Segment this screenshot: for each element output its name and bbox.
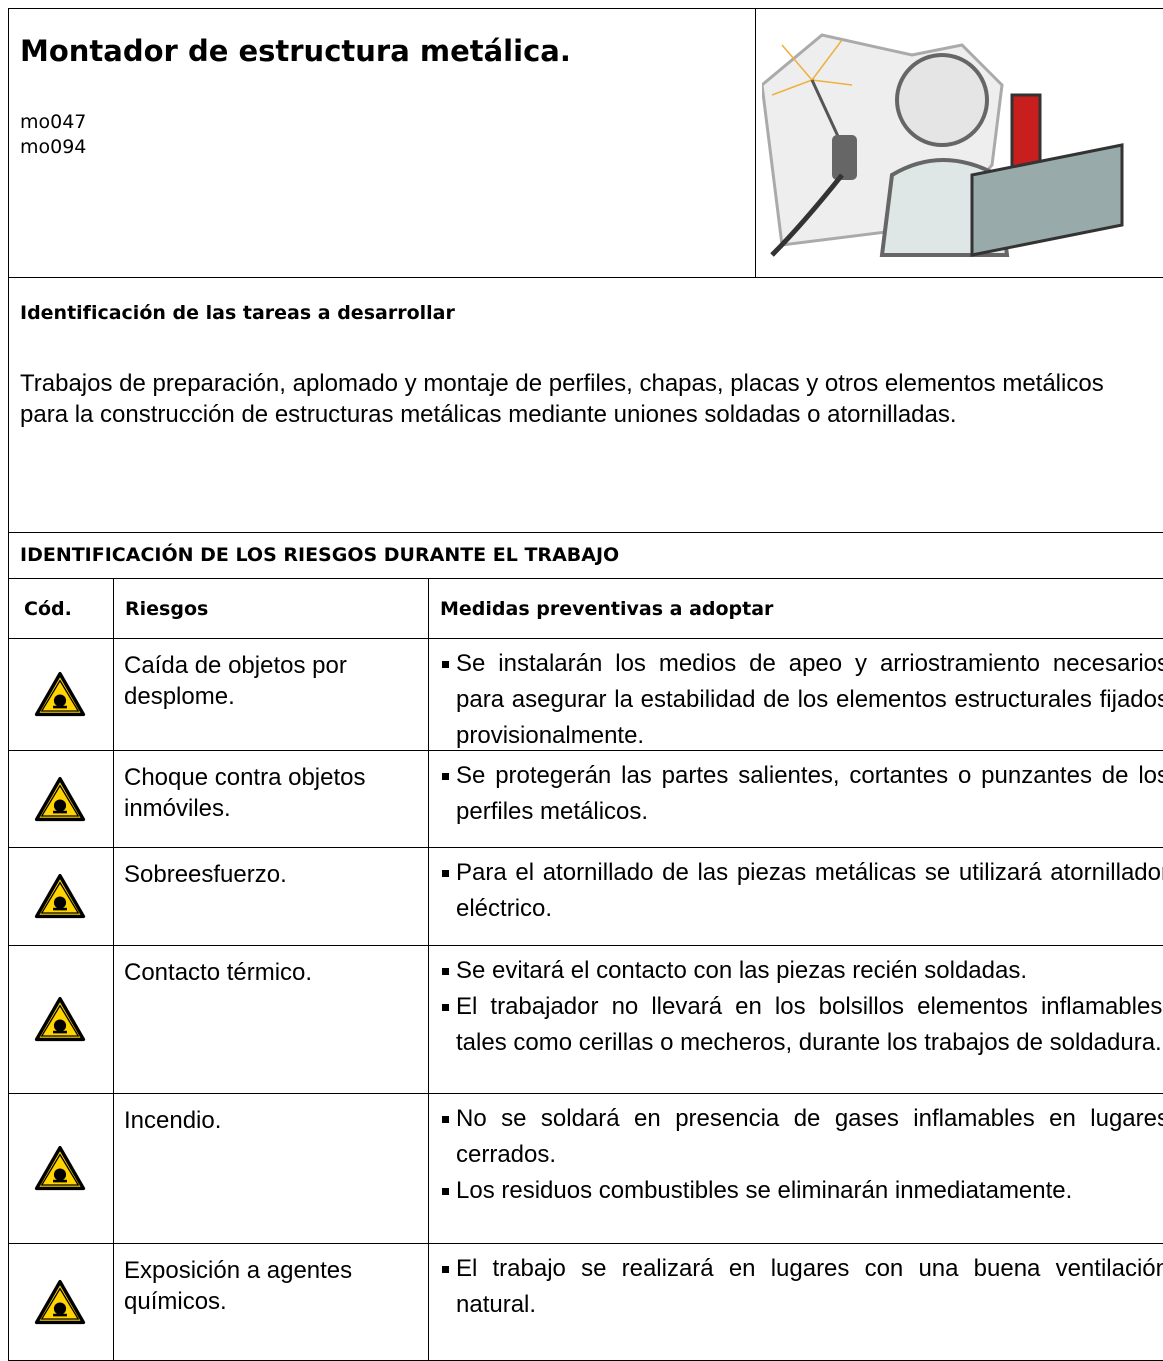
bullet — [442, 870, 449, 877]
measures: No se soldará en presencia de gases infl… — [434, 1101, 1163, 1209]
illustration — [762, 33, 1124, 257]
bullet — [442, 1266, 449, 1273]
bullet — [442, 1188, 449, 1195]
measures: Se protegerán las partes salientes, cort… — [434, 758, 1163, 830]
hazard-icon — [34, 1279, 86, 1326]
measure: Se instalarán los medios de apeo y arrio… — [434, 646, 1163, 754]
measure: Se evitará el contacto con las piezas re… — [434, 953, 1163, 989]
bullet — [442, 1004, 449, 1011]
code: mo094 — [20, 136, 87, 158]
measures: El trabajo se realizará en lugares con u… — [434, 1251, 1163, 1323]
measures: Se evitará el contacto con las piezas re… — [434, 953, 1163, 1061]
measure: Los residuos combustibles se eliminarán … — [434, 1173, 1163, 1209]
risk-name: Caída de objetos por desplome. — [124, 652, 347, 710]
bullet — [442, 661, 449, 668]
column-header: Riesgos — [125, 598, 209, 620]
measure: El trabajo se realizará en lugares con u… — [434, 1251, 1163, 1323]
column-header: Medidas preventivas a adoptar — [440, 598, 774, 620]
measure: No se soldará en presencia de gases infl… — [434, 1101, 1163, 1173]
risk-name: Contacto térmico. — [124, 959, 313, 986]
measure: El trabajador no llevará en los bolsillo… — [434, 989, 1163, 1061]
risk-name: Choque contra objetos inmóviles. — [124, 764, 366, 822]
tasks-heading: Identificación de las tareas a desarroll… — [20, 302, 455, 324]
risks-heading: IDENTIFICACIÓN DE LOS RIESGOS DURANTE EL… — [20, 544, 620, 566]
column-header: Cód. — [24, 598, 72, 620]
tasks-text: Trabajos de preparación, aplomado y mont… — [20, 370, 1104, 428]
risk-name: Sobreesfuerzo. — [124, 861, 287, 888]
hazard-icon — [34, 671, 86, 718]
hazard-icon — [34, 873, 86, 920]
header-divider — [755, 8, 756, 278]
measures: Para el atornillado de las piezas metáli… — [434, 855, 1163, 927]
title: Montador de estructura metálica. — [20, 34, 571, 68]
measure: Para el atornillado de las piezas metáli… — [434, 855, 1163, 927]
codes: mo047 mo094 — [20, 110, 86, 160]
bullet — [442, 1116, 449, 1123]
hazard-icon — [34, 776, 86, 823]
bullet — [442, 968, 449, 975]
measure: Se protegerán las partes salientes, cort… — [434, 758, 1163, 830]
hazard-icon — [34, 996, 86, 1043]
bullet — [442, 773, 449, 780]
code: mo047 — [20, 111, 87, 133]
risk-name: Exposición a agentes químicos. — [124, 1257, 353, 1315]
risk-name: Incendio. — [124, 1107, 222, 1134]
hazard-icon — [34, 1145, 86, 1192]
measures: Se instalarán los medios de apeo y arrio… — [434, 646, 1163, 754]
